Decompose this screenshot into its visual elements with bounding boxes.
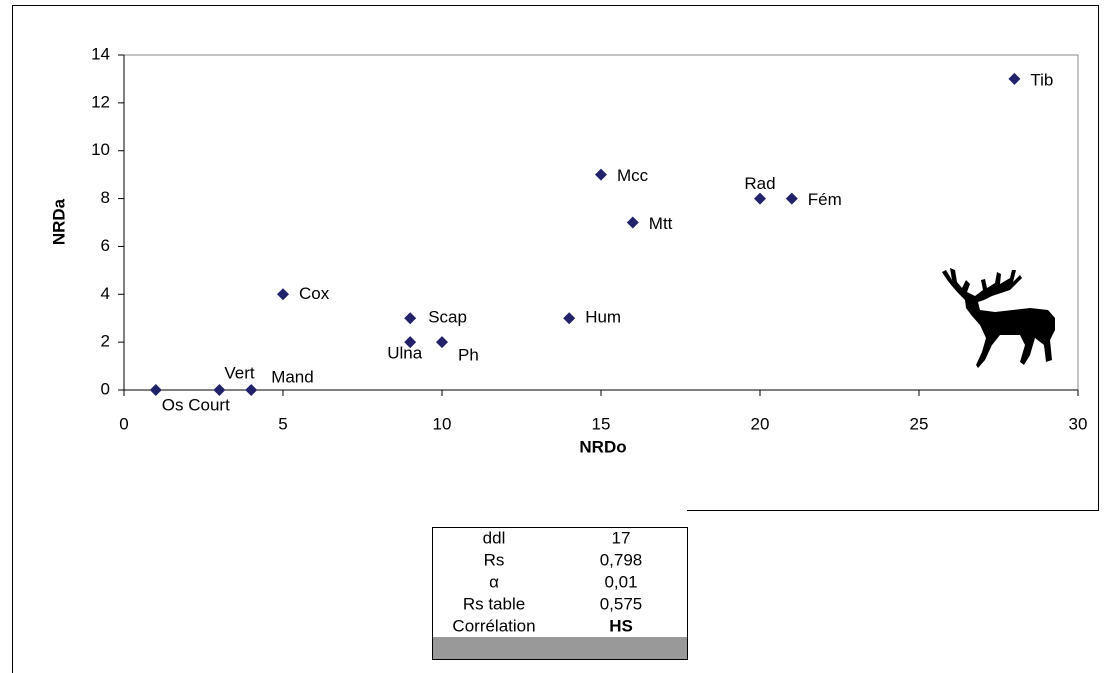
table-value: 0,01 bbox=[604, 572, 637, 591]
y-tick-label: 0 bbox=[101, 379, 110, 398]
deer-icon bbox=[942, 268, 1055, 368]
point-label: Mtt bbox=[649, 214, 673, 233]
point bbox=[626, 216, 639, 229]
y-tick-label: 8 bbox=[101, 188, 110, 207]
table-label: Corrélation bbox=[452, 616, 535, 635]
x-tick-label: 5 bbox=[278, 414, 287, 433]
table-label: α bbox=[489, 572, 499, 591]
point bbox=[785, 192, 798, 205]
point-label: Mcc bbox=[617, 166, 649, 185]
x-tick-label: 15 bbox=[592, 414, 611, 433]
y-axis-label: NRDa bbox=[49, 198, 68, 245]
x-tick-label: 0 bbox=[119, 414, 128, 433]
point-label: Ph bbox=[458, 346, 479, 365]
point bbox=[404, 336, 417, 349]
x-axis-label: NRDo bbox=[579, 437, 626, 456]
table-value: 17 bbox=[612, 528, 631, 547]
point-label: Mand bbox=[271, 367, 314, 386]
point bbox=[595, 168, 607, 181]
x-tick-label: 25 bbox=[910, 414, 929, 433]
point-label: Fém bbox=[808, 190, 842, 209]
point-label: Cox bbox=[299, 284, 330, 303]
point bbox=[404, 312, 417, 325]
table-value: HS bbox=[609, 616, 633, 635]
point-label: Tib bbox=[1030, 70, 1053, 89]
y-tick-label: 6 bbox=[101, 236, 110, 255]
point bbox=[436, 336, 448, 349]
plot-area bbox=[123, 54, 1079, 391]
point-label: Os Court bbox=[162, 395, 230, 414]
point-label: Ulna bbox=[387, 344, 423, 363]
table-value: 0,798 bbox=[600, 550, 643, 569]
x-tick-label: 20 bbox=[751, 414, 770, 433]
table-label: Rs bbox=[484, 550, 505, 569]
y-tick-label: 2 bbox=[101, 332, 110, 351]
table-label: ddl bbox=[483, 528, 506, 547]
point-label: Vert bbox=[224, 363, 255, 382]
point bbox=[277, 288, 289, 301]
table-label: Rs table bbox=[463, 594, 525, 613]
y-tick-label: 4 bbox=[101, 284, 110, 303]
frame bbox=[12, 5, 1099, 673]
y-tick-label: 10 bbox=[91, 140, 110, 159]
point bbox=[563, 312, 576, 325]
x-tick-label: 10 bbox=[433, 414, 452, 433]
table-border bbox=[432, 527, 688, 660]
point bbox=[245, 384, 258, 396]
stats-table: ddl 17 Rs 0,798 α 0,01 Rs table 0,575 Corrélatio… bbox=[432, 527, 688, 660]
point bbox=[1008, 72, 1021, 85]
point bbox=[149, 384, 162, 396]
y-tick-label: 12 bbox=[91, 92, 110, 111]
y-tick-label: 14 bbox=[91, 44, 110, 63]
point bbox=[754, 192, 766, 205]
point-label: Hum bbox=[585, 308, 621, 327]
table-value: 0,575 bbox=[600, 594, 643, 613]
x-tick-label: 30 bbox=[1069, 414, 1088, 433]
highlight-row bbox=[432, 637, 687, 659]
point bbox=[213, 384, 226, 396]
point-label: Rad bbox=[744, 174, 775, 193]
point-label: Scap bbox=[428, 308, 467, 327]
